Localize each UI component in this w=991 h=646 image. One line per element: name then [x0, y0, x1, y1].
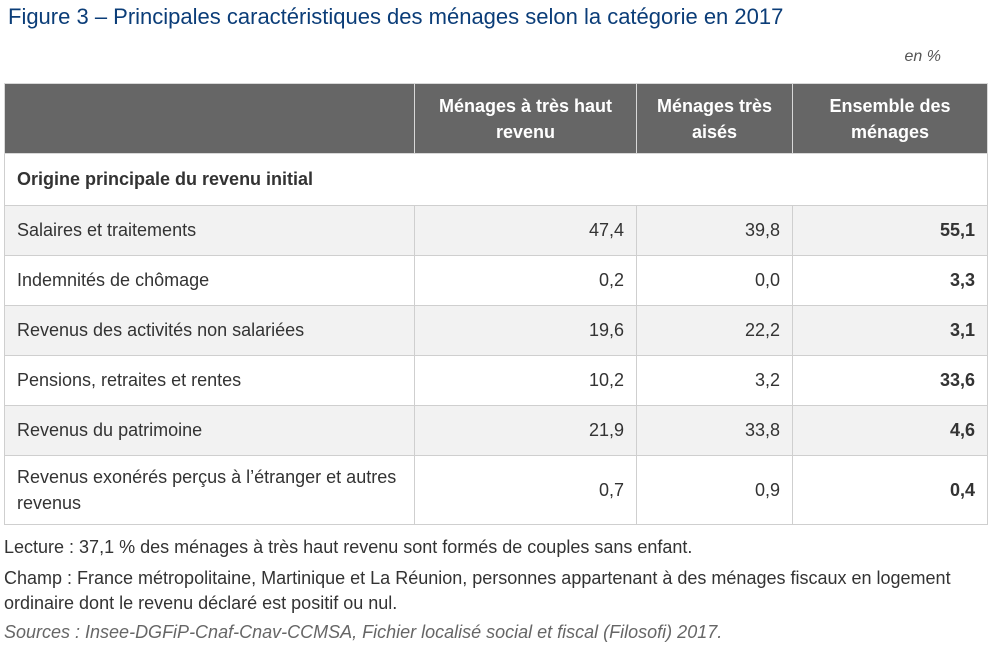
column-header: Ménages à très haut revenu [414, 83, 637, 154]
section-row: Origine principale du revenu initial [4, 153, 988, 206]
section-heading: Origine principale du revenu initial [4, 153, 988, 206]
table-row: Revenus du patrimoine 21,9 33,8 4,6 [4, 405, 988, 456]
header-blank-cell [4, 83, 415, 154]
cell-value-total: 3,3 [792, 255, 988, 306]
row-label: Pensions, retraites et rentes [4, 355, 415, 406]
row-label: Revenus du patrimoine [4, 405, 415, 456]
table-header-row: Ménages à très haut revenu Ménages très … [4, 83, 988, 154]
column-header: Ménages très aisés [636, 83, 793, 154]
note-sources: Sources : Insee-DGFiP-Cnaf-Cnav-CCMSA, F… [4, 622, 723, 642]
cell-value: 21,9 [414, 405, 637, 456]
cell-value-total: 3,1 [792, 305, 988, 356]
cell-value: 39,8 [636, 205, 793, 256]
cell-value-total: 0,4 [792, 455, 988, 525]
unit-label: en % [904, 48, 941, 65]
cell-value-total: 4,6 [792, 405, 988, 456]
cell-value: 0,0 [636, 255, 793, 306]
row-label: Indemnités de chômage [4, 255, 415, 306]
cell-value: 0,9 [636, 455, 793, 525]
row-label: Revenus exonérés perçus à l’étranger et … [4, 455, 415, 525]
row-label: Revenus des activités non salariées [4, 305, 415, 356]
column-header: Ensemble des ménages [792, 83, 988, 154]
cell-value: 19,6 [414, 305, 637, 356]
cell-value: 22,2 [636, 305, 793, 356]
footnotes: Lecture : 37,1 % des ménages à très haut… [4, 535, 989, 645]
cell-value-total: 33,6 [792, 355, 988, 406]
table-row: Pensions, retraites et rentes 10,2 3,2 3… [4, 355, 988, 406]
cell-value: 47,4 [414, 205, 637, 256]
note-champ: Champ : France métropolitaine, Martiniqu… [4, 568, 951, 613]
cell-value: 3,2 [636, 355, 793, 406]
figure-title: Figure 3 – Principales caractéristiques … [8, 4, 784, 29]
cell-value: 33,8 [636, 405, 793, 456]
table-row: Revenus des activités non salariées 19,6… [4, 305, 988, 356]
table-row: Indemnités de chômage 0,2 0,0 3,3 [4, 255, 988, 306]
cell-value-total: 55,1 [792, 205, 988, 256]
data-table: Ménages à très haut revenu Ménages très … [4, 83, 988, 525]
table-row: Salaires et traitements 47,4 39,8 55,1 [4, 205, 988, 256]
cell-value: 10,2 [414, 355, 637, 406]
cell-value: 0,2 [414, 255, 637, 306]
cell-value: 0,7 [414, 455, 637, 525]
row-label: Salaires et traitements [4, 205, 415, 256]
note-lecture: Lecture : 37,1 % des ménages à très haut… [4, 537, 693, 557]
table-row: Revenus exonérés perçus à l’étranger et … [4, 455, 988, 525]
